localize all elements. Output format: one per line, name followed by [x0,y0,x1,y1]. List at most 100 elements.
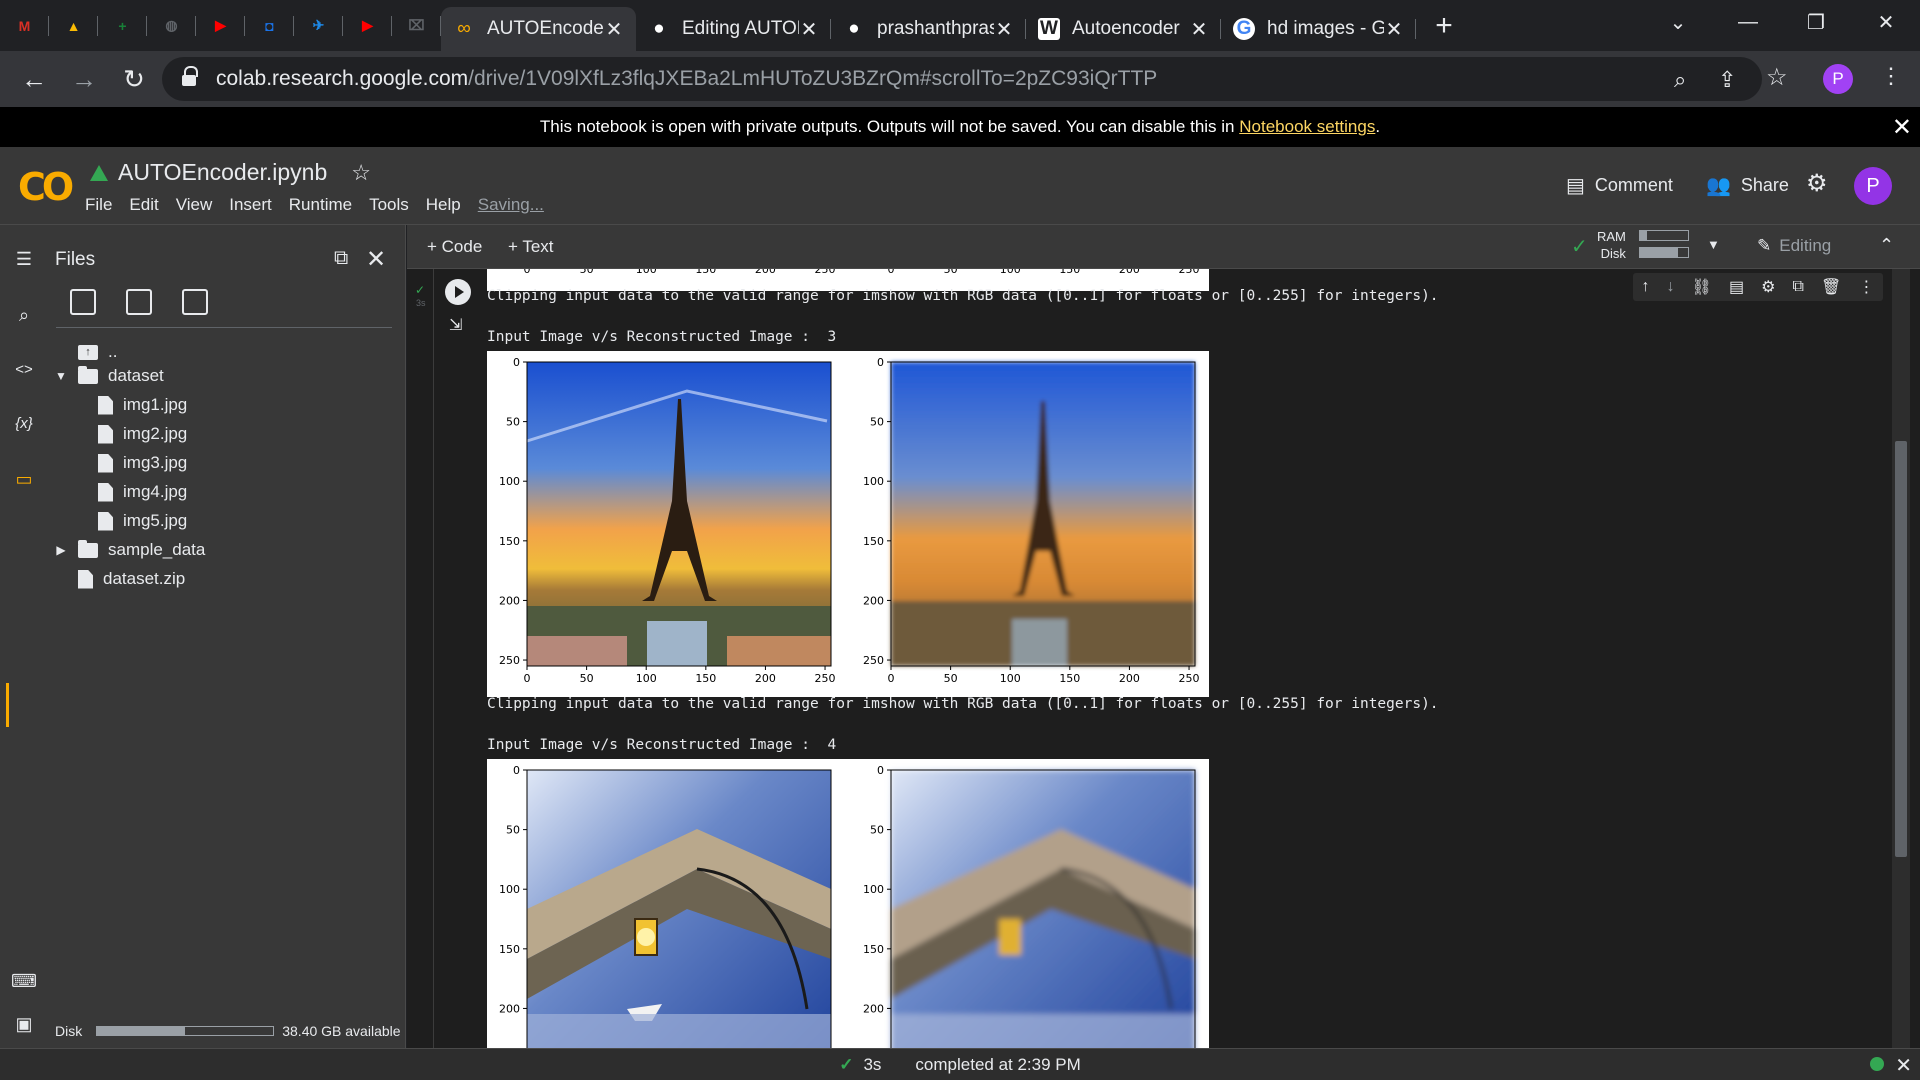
pinned-tab[interactable]: ▶ [343,0,392,51]
saving-status[interactable]: Saving... [477,195,544,214]
browser-menu-icon[interactable]: ⋮ [1880,63,1902,88]
file-row[interactable]: dataset.zip [78,566,185,592]
new-tab-button[interactable]: + [1435,8,1453,42]
minimize-button[interactable]: — [1738,10,1758,33]
close-tab-icon[interactable]: ✕ [800,18,818,41]
file-row[interactable]: img5.jpg [98,508,187,534]
tab-search-button[interactable]: ⌄ [1669,11,1687,34]
settings-gear-icon[interactable]: ⚙ [1806,170,1828,197]
folder-row[interactable]: ▼ dataset [54,363,164,389]
tree-item-label: img5.jpg [123,511,188,530]
cell-toolbar: ↑ ↓ ⛓ ▤ ⚙ ⧉ 🗑 ⋮ [1633,273,1883,301]
editing-mode-button[interactable]: ✎ Editing [1757,236,1831,256]
close-window-button[interactable]: ✕ [1877,11,1895,34]
run-cell-button[interactable] [445,279,471,305]
table-of-contents-icon[interactable]: ☰ [15,248,33,269]
pinned-tab[interactable]: + [98,0,147,51]
y-tick-label: 200 [863,594,884,607]
status-text[interactable]: completed at 2:39 PM [915,1054,1081,1074]
file-row[interactable]: img3.jpg [98,450,187,476]
variables-icon[interactable]: {x} [15,414,33,432]
reload-icon[interactable]: ↻ [123,63,145,94]
address-bar[interactable]: colab.research.google.com/drive/1V09lXfL… [162,57,1762,101]
resources-dropdown-icon[interactable]: ▼ [1707,237,1720,252]
pinned-tab[interactable]: ⌧ [392,0,441,51]
comment-button[interactable]: ▤ Comment [1566,173,1673,198]
refresh-folder-icon[interactable] [126,289,152,315]
share-page-icon[interactable]: ⇪ [1718,67,1737,92]
more-actions-icon[interactable]: ⋮ [1858,279,1875,296]
file-row[interactable]: img1.jpg [98,392,187,418]
open-in-tab-icon[interactable]: ⧉ [334,247,349,269]
close-tab-icon[interactable]: ✕ [995,18,1013,41]
file-row[interactable]: img2.jpg [98,421,187,447]
menu-runtime[interactable]: Runtime [288,195,353,214]
file-icon [98,511,113,531]
share-button[interactable]: 👥 Share [1706,173,1789,198]
command-palette-icon[interactable]: ⌨ [11,970,37,991]
pinned-tab[interactable]: ▶ [196,0,245,51]
file-icon [98,424,113,444]
upload-file-icon[interactable] [70,289,96,315]
parent-folder-row[interactable]: ↑ .. [78,339,117,365]
caret-down-icon[interactable]: ▼ [55,369,67,383]
zoom-icon[interactable]: ⌕ [1674,67,1687,92]
menu-help[interactable]: Help [425,195,461,214]
browser-tab[interactable]: ● prashanthprasad✕ [831,7,1026,51]
notebook-scrollbar-thumb[interactable] [1895,441,1907,857]
collapse-header-icon[interactable]: ⌃ [1879,235,1895,255]
resource-labels[interactable]: RAM Disk [1597,228,1626,262]
forward-arrow-icon[interactable]: → [71,63,97,94]
x-tick-label: 200 [1119,672,1140,685]
search-icon[interactable]: ⌕ [18,304,30,325]
bookmark-star-icon[interactable]: ☆ [1766,64,1788,91]
back-arrow-icon[interactable]: ← [21,63,47,94]
browser-tab[interactable]: W Autoencoder ✕ [1026,7,1221,51]
browser-tab[interactable]: ∞ AUTOEncoder.ipynb✕ [441,7,636,51]
files-folder-icon[interactable]: ▭ [15,468,33,489]
notebook-scrollbar[interactable] [1892,269,1910,1048]
restore-button[interactable]: ❐ [1807,11,1825,34]
add-comment-icon[interactable]: ▤ [1728,279,1745,296]
menu-edit[interactable]: Edit [129,195,159,214]
close-tab-icon[interactable]: ✕ [1190,18,1208,41]
add-text-button[interactable]: + Text [508,237,554,256]
folder-row[interactable]: ▶ sample_data [54,537,205,563]
notebook-title[interactable]: AUTOEncoder.ipynb [118,159,328,185]
colab-avatar[interactable]: P [1854,167,1892,205]
pinned-tab[interactable]: ✈ [294,0,343,51]
close-panel-icon[interactable]: ✕ [366,246,387,273]
delete-cell-icon[interactable]: 🗑 [1821,279,1842,296]
pinned-tab[interactable]: M [0,0,49,51]
notebook-settings-link[interactable]: Notebook settings [1239,117,1376,136]
menu-insert[interactable]: Insert [229,195,272,214]
x-tick-label: 100 [1000,672,1021,685]
browser-tab[interactable]: ● Editing AUTOEncoder✕ [636,7,831,51]
mirror-cell-icon[interactable]: ⧉ [1792,278,1804,295]
menu-file[interactable]: File [85,195,113,214]
profile-avatar[interactable]: P [1823,64,1853,94]
move-cell-up-icon[interactable]: ↑ [1641,278,1650,295]
cell-settings-icon[interactable]: ⚙ [1761,279,1776,296]
star-icon[interactable]: ☆ [351,159,371,185]
pinned-tab[interactable]: ◘ [245,0,294,51]
output-menu-icon[interactable]: ⇲ [449,317,463,334]
pinned-tab[interactable]: ◍ [147,0,196,51]
terminal-icon[interactable]: ▣ [15,1013,33,1034]
link-to-cell-icon[interactable]: ⛓ [1691,279,1712,296]
move-cell-down-icon[interactable]: ↓ [1666,278,1675,295]
menu-tools[interactable]: Tools [369,195,409,214]
code-snippets-icon[interactable]: <> [15,360,33,378]
close-tab-icon[interactable]: ✕ [605,18,623,41]
colab-logo[interactable]: CO [18,165,74,209]
menu-view[interactable]: View [175,195,213,214]
file-row[interactable]: img4.jpg [98,479,187,505]
browser-tab[interactable]: Ghd images - Google✕ [1221,7,1416,51]
add-code-button[interactable]: + Code [427,237,483,256]
caret-right-icon[interactable]: ▶ [56,543,66,557]
pinned-tab[interactable]: ▲ [49,0,98,51]
status-close-icon[interactable]: ✕ [1895,1055,1912,1077]
mount-drive-icon[interactable] [182,289,208,315]
infobar-close-icon[interactable]: ✕ [1891,114,1912,141]
close-tab-icon[interactable]: ✕ [1385,18,1403,41]
